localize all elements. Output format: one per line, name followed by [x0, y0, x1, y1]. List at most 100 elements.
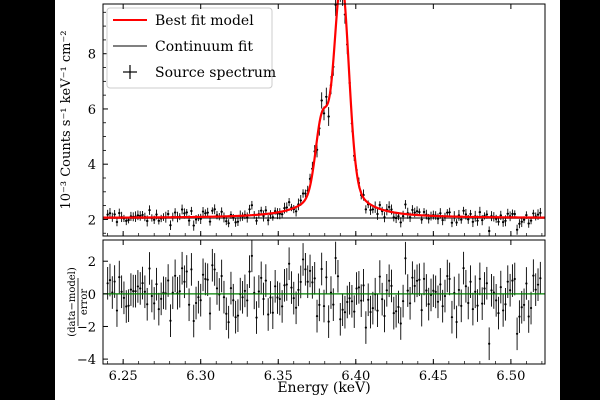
residual-point	[211, 248, 214, 282]
spectrum-point	[199, 213, 202, 225]
spectrum-point	[174, 208, 177, 217]
spectrum-point	[246, 212, 249, 223]
residual-point	[304, 252, 307, 286]
residual-point	[495, 284, 498, 317]
residual-point	[515, 317, 519, 351]
residual-point	[488, 327, 491, 361]
residual-point	[155, 267, 158, 301]
x-tick-label: 6.35	[264, 369, 293, 384]
residual-point	[436, 285, 440, 319]
residual-point	[278, 282, 281, 316]
residual-point	[153, 287, 156, 320]
spectrum-point	[342, 0, 344, 6]
residual-point	[520, 290, 523, 324]
residual-point	[206, 263, 209, 297]
bottom-y-axis-label: (data−model) error	[67, 267, 90, 337]
residual-point	[360, 284, 363, 317]
top-y-ticks: 2 4 6 8	[88, 11, 108, 234]
residual-point	[478, 262, 481, 296]
residual-point	[336, 259, 340, 293]
spectrum-point	[420, 215, 423, 224]
residual-point	[446, 259, 449, 293]
residual-point	[148, 252, 151, 285]
residual-point	[378, 260, 381, 293]
residual-point	[448, 262, 451, 296]
residual-point	[183, 265, 186, 299]
residual-point	[441, 289, 444, 323]
top-y-tick-label: 2	[88, 213, 96, 228]
residual-point	[329, 276, 333, 309]
residual-point	[527, 300, 530, 333]
residual-point	[406, 274, 409, 307]
spectrum-point	[532, 209, 535, 218]
spectrum-point	[192, 220, 195, 231]
spectrum-point	[369, 205, 372, 215]
residual-point	[180, 251, 184, 285]
residual-point	[143, 275, 146, 309]
residual-point	[376, 294, 379, 327]
bottom-panel: 2 0 −2 −4 (data−model) error	[67, 239, 546, 368]
residual-point	[208, 297, 212, 330]
spectrum-point	[115, 217, 119, 227]
residual-point	[408, 286, 412, 320]
spectrum-point	[539, 207, 542, 218]
residual-point	[169, 304, 172, 338]
residual-point	[220, 259, 223, 293]
residual-point	[122, 281, 126, 315]
residual-point	[415, 264, 419, 298]
residual-point	[443, 279, 447, 313]
residual-point	[150, 279, 153, 313]
residual-point	[248, 255, 251, 288]
residual-point	[222, 280, 226, 314]
residual-point	[160, 282, 163, 316]
spectrum-point	[325, 87, 328, 106]
spectrum-point	[262, 210, 265, 222]
spectrum-point	[383, 212, 386, 223]
residual-point	[308, 254, 312, 288]
spectrum-point	[234, 217, 237, 227]
legend-model-label: Best fit model	[155, 13, 254, 29]
top-y-axis-label: 10⁻³ Counts s⁻¹ keV⁻¹ cm⁻²	[59, 30, 74, 209]
x-tick-label: 6.30	[186, 369, 215, 384]
residual-point	[292, 281, 295, 315]
residual-point	[232, 283, 235, 317]
spectrum-point	[236, 217, 240, 227]
residual-point	[271, 296, 274, 330]
spectrum-point	[515, 224, 519, 235]
spectrum-point	[527, 219, 530, 228]
residual-point	[469, 265, 472, 299]
residual-point	[432, 274, 435, 308]
bottom-panel-frame	[102, 239, 546, 365]
residual-point	[439, 268, 442, 301]
residual-point	[364, 311, 367, 344]
residual-point	[457, 273, 461, 307]
top-y-tick-label: 8	[88, 48, 96, 63]
residual-point	[357, 271, 360, 304]
residual-point	[174, 259, 177, 293]
residual-point	[246, 284, 249, 317]
residual-point	[120, 275, 123, 309]
residual-point	[129, 273, 133, 306]
residual-point	[334, 241, 337, 275]
spectrum-point	[446, 209, 449, 217]
residual-point	[215, 272, 219, 305]
residual-point	[353, 295, 356, 328]
residual-point	[536, 268, 540, 301]
residual-point	[509, 273, 512, 307]
legend: Best fit model Continuum fit Source spec…	[106, 7, 276, 89]
residual-point	[108, 263, 112, 297]
spectrum-point	[455, 219, 458, 226]
bottom-y-tick-label: −2	[77, 320, 96, 335]
x-axis-label: Energy (keV)	[277, 380, 370, 396]
residual-point	[125, 290, 128, 323]
residual-point	[385, 273, 388, 307]
residual-point	[467, 286, 470, 320]
residual-point	[115, 294, 119, 327]
spectrum-point	[211, 207, 214, 215]
bottom-y-tick-label: 0	[88, 288, 96, 303]
spectrum-point	[392, 213, 395, 222]
residual-point	[383, 299, 386, 333]
residual-point	[425, 274, 428, 307]
spectrum-point	[185, 208, 188, 216]
residual-point	[127, 289, 130, 322]
